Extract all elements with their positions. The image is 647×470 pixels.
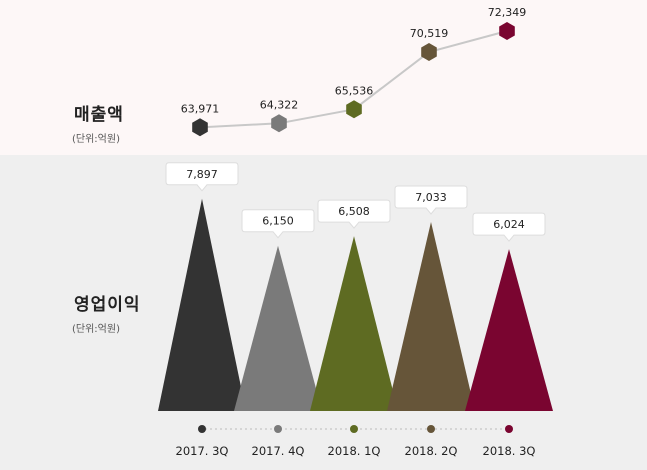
revenue-marker: [421, 43, 437, 61]
revenue-value-label: 70,519: [410, 27, 449, 40]
revenue-unit: (단위:억원): [72, 134, 120, 145]
category-dot: [427, 425, 435, 433]
category-dot: [350, 425, 358, 433]
revenue-value-label: 63,971: [181, 102, 220, 115]
profit-value-label: 7,033: [415, 191, 447, 204]
revenue-title: 매출액: [74, 105, 124, 125]
category-label: 2018. 2Q: [405, 444, 458, 458]
revenue-marker: [271, 114, 287, 133]
revenue-marker: [346, 100, 362, 119]
profit-title: 영업이익: [74, 295, 141, 315]
category-dot: [274, 425, 282, 433]
revenue-section-background: [0, 0, 647, 155]
profit-callout: [394, 185, 468, 215]
profit-callout: [472, 212, 546, 242]
revenue-value-label: 65,536: [335, 84, 374, 97]
revenue-value-label: 64,322: [260, 98, 299, 111]
revenue-marker: [499, 22, 515, 40]
revenue-marker: [192, 118, 208, 137]
profit-value-label: 7,897: [186, 168, 218, 181]
category-dot: [198, 425, 206, 433]
category-label: 2017. 4Q: [252, 444, 305, 458]
profit-callout: [317, 199, 391, 229]
category-label: 2018. 1Q: [328, 444, 381, 458]
profit-bar: [234, 245, 322, 411]
profit-bar: [158, 198, 246, 411]
category-label: 2018. 3Q: [483, 444, 536, 458]
profit-callout: [165, 162, 239, 192]
profit-callout: [241, 209, 315, 239]
profit-bar: [387, 221, 475, 411]
profit-value-label: 6,150: [262, 215, 294, 228]
category-dot: [505, 425, 513, 433]
profit-value-label: 6,508: [338, 205, 370, 218]
revenue-value-label: 72,349: [488, 6, 527, 19]
profit-value-label: 6,024: [493, 218, 525, 231]
profit-bar: [310, 236, 398, 411]
profit-unit: (단위:억원): [72, 324, 120, 335]
category-label: 2017. 3Q: [176, 444, 229, 458]
profit-bar: [465, 249, 553, 411]
